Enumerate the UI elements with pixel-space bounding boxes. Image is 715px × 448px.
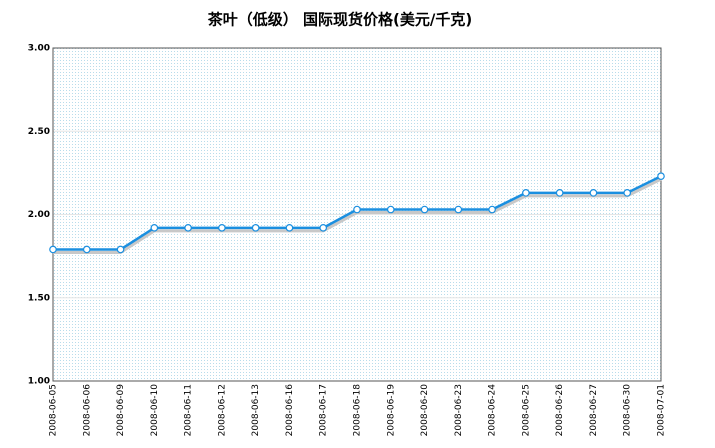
y-tick-label: 3.00 xyxy=(28,44,50,54)
x-tick-label: 2008-06-13 xyxy=(251,384,261,436)
x-tick-label: 2008-06-19 xyxy=(386,384,396,437)
point xyxy=(454,205,463,214)
x-tick-label: 2008-06-17 xyxy=(319,384,329,436)
y-tick-label: 1.50 xyxy=(28,293,50,303)
x-tick-label: 2008-06-05 xyxy=(49,384,59,436)
x-tick-label: 2008-06-25 xyxy=(521,384,531,436)
x-tick-label: 2008-06-06 xyxy=(82,384,92,437)
x-tick-label: 2008-06-23 xyxy=(454,384,464,436)
x-tick-label: 2008-06-24 xyxy=(488,384,498,437)
point xyxy=(285,224,294,232)
x-tick-label: 2008-06-11 xyxy=(184,384,194,436)
point xyxy=(555,189,564,197)
point xyxy=(116,245,125,254)
x-tick-label: 2008-06-30 xyxy=(623,384,633,437)
point xyxy=(522,189,530,197)
y-tick-label: 2.50 xyxy=(28,127,50,137)
x-tick-label: 2008-06-18 xyxy=(353,384,363,437)
point xyxy=(353,205,361,214)
y-tick-label: 2.00 xyxy=(28,210,50,220)
point xyxy=(657,172,665,181)
x-tick-label: 2008-06-10 xyxy=(150,384,160,437)
x-tick-label: 2008-06-16 xyxy=(285,384,295,437)
point xyxy=(319,224,328,232)
point xyxy=(218,224,226,232)
x-tick-label: 2008-07-01 xyxy=(657,384,667,436)
chart-title: 茶叶（低级） 国际现货价格(美元/千克) xyxy=(208,11,472,29)
point xyxy=(386,205,395,214)
point xyxy=(251,224,260,232)
point xyxy=(623,189,632,197)
x-tick-label: 2008-06-20 xyxy=(420,384,430,437)
point xyxy=(49,245,57,254)
point xyxy=(184,224,192,232)
x-tick-label: 2008-06-12 xyxy=(217,384,227,436)
point xyxy=(150,224,159,232)
x-tick-label: 2008-06-26 xyxy=(555,384,565,437)
point xyxy=(488,205,496,214)
y-tick-label: 1.00 xyxy=(28,377,50,387)
plot-frame xyxy=(52,47,662,382)
x-tick-label: 2008-06-27 xyxy=(589,384,599,436)
point xyxy=(589,189,598,197)
point xyxy=(82,245,91,254)
x-tick-label: 2008-06-09 xyxy=(116,384,126,437)
point xyxy=(420,205,429,214)
